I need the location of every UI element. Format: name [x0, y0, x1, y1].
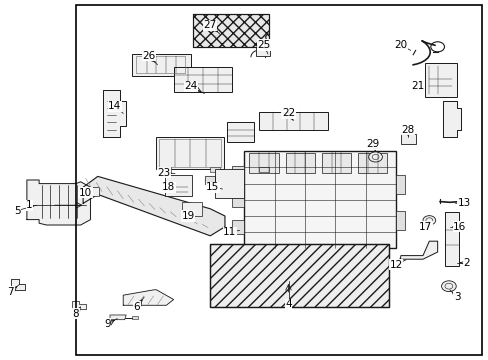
Bar [232, 193, 244, 207]
Text: 25: 25 [257, 40, 270, 50]
Bar [155, 137, 224, 169]
Bar [89, 187, 99, 196]
Bar [249, 153, 278, 173]
Bar [395, 211, 404, 230]
Circle shape [441, 281, 455, 292]
Polygon shape [72, 301, 85, 309]
Bar [400, 134, 415, 144]
Text: 26: 26 [142, 51, 156, 61]
Text: 2: 2 [463, 258, 469, 268]
Text: 6: 6 [133, 302, 140, 312]
Bar [161, 167, 171, 172]
Text: 11: 11 [223, 227, 236, 237]
Text: 20: 20 [394, 40, 407, 50]
Text: 16: 16 [452, 222, 466, 232]
Bar [395, 175, 404, 194]
Bar [165, 175, 192, 196]
Polygon shape [110, 315, 126, 320]
Bar [132, 54, 190, 76]
Text: 23: 23 [157, 168, 170, 178]
Bar [182, 202, 202, 216]
Bar [321, 153, 350, 173]
Text: 3: 3 [453, 292, 460, 302]
Text: 19: 19 [181, 211, 195, 221]
Bar [193, 14, 268, 47]
Text: 4: 4 [285, 299, 291, 309]
Bar [215, 169, 244, 198]
Bar [193, 14, 268, 47]
Bar [255, 47, 270, 56]
Text: 22: 22 [281, 108, 295, 118]
Polygon shape [442, 101, 460, 137]
Polygon shape [102, 90, 126, 137]
Bar [259, 167, 268, 172]
Text: 29: 29 [365, 139, 379, 149]
Text: 12: 12 [388, 260, 402, 270]
Bar [232, 166, 244, 180]
Polygon shape [27, 180, 90, 225]
Polygon shape [123, 290, 173, 305]
Text: 10: 10 [79, 188, 92, 198]
Bar [227, 122, 254, 142]
Polygon shape [11, 279, 25, 290]
Text: 24: 24 [183, 81, 197, 91]
Bar [132, 316, 138, 319]
Bar [259, 112, 327, 130]
Polygon shape [399, 241, 437, 259]
Text: 17: 17 [418, 222, 431, 232]
Bar [244, 151, 395, 248]
Text: 15: 15 [205, 182, 219, 192]
Bar [210, 244, 388, 307]
Bar [232, 220, 244, 234]
Text: 21: 21 [410, 81, 424, 91]
Polygon shape [205, 176, 215, 184]
Text: 18: 18 [162, 182, 175, 192]
Text: 7: 7 [7, 287, 14, 297]
Bar [136, 56, 184, 73]
Text: 28: 28 [401, 125, 414, 135]
Circle shape [368, 152, 382, 162]
Bar [76, 5, 481, 355]
Text: 27: 27 [203, 20, 217, 30]
Bar [159, 139, 220, 167]
Bar [285, 153, 314, 173]
Bar [425, 63, 456, 97]
Text: 5: 5 [14, 206, 20, 216]
Bar [444, 212, 458, 266]
Bar [210, 167, 220, 172]
Circle shape [422, 216, 435, 225]
Bar [173, 67, 232, 92]
Text: 13: 13 [457, 198, 470, 208]
Text: 14: 14 [108, 101, 122, 111]
Polygon shape [83, 176, 224, 236]
Text: 9: 9 [104, 319, 111, 329]
Bar [210, 244, 388, 307]
Bar [357, 153, 386, 173]
Text: 1: 1 [26, 200, 33, 210]
Text: 8: 8 [72, 309, 79, 319]
